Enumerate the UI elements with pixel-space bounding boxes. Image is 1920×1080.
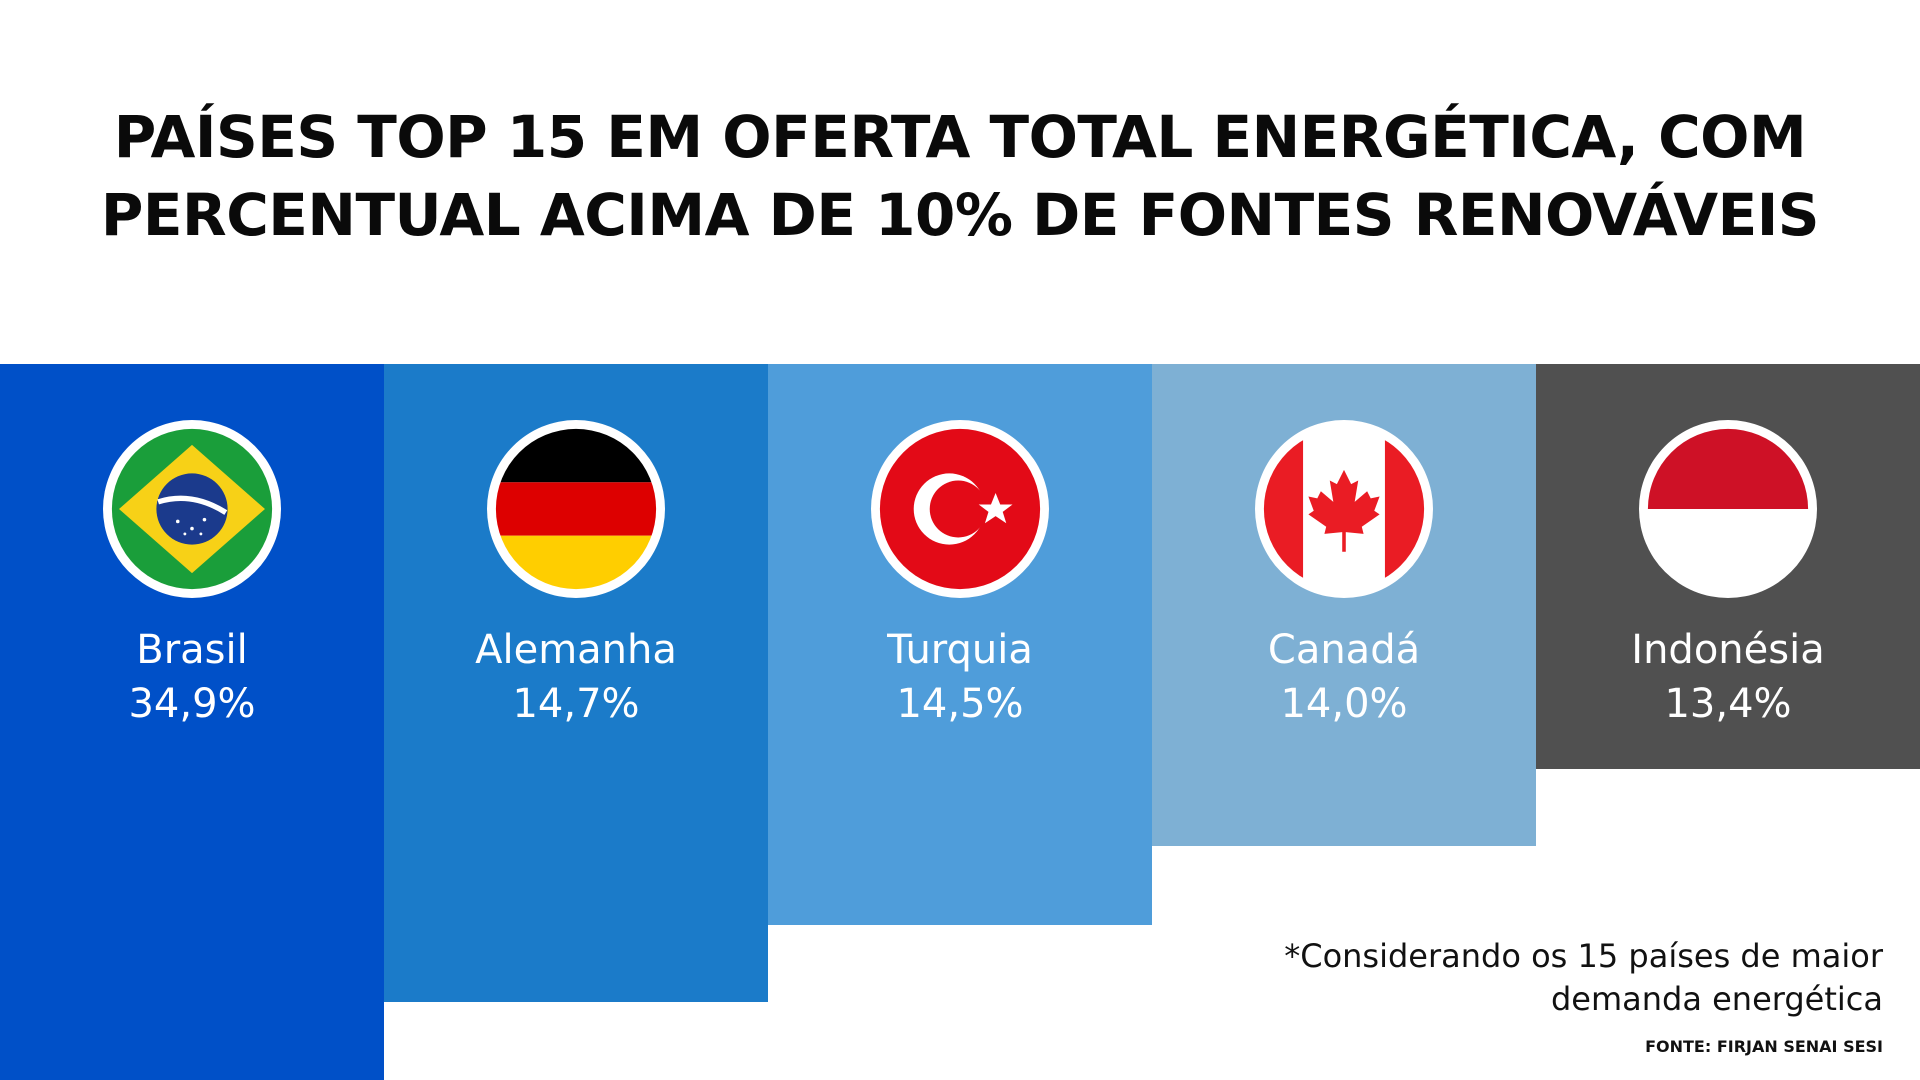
footnote: *Considerando os 15 países de maior dema… bbox=[1284, 935, 1883, 1021]
bar-canadá: Canadá 14,0% bbox=[1152, 364, 1536, 846]
data-label: 34,9% bbox=[128, 681, 256, 727]
country-name: Alemanha bbox=[475, 627, 677, 673]
footnote-line-1: *Considerando os 15 países de maior bbox=[1284, 937, 1883, 975]
country-name: Indonésia bbox=[1631, 627, 1825, 673]
canada-flag-icon bbox=[1255, 420, 1433, 598]
data-label: 14,7% bbox=[512, 681, 640, 727]
chart-title: PAÍSES TOP 15 EM OFERTA TOTAL ENERGÉTICA… bbox=[0, 98, 1920, 254]
country-name: Canadá bbox=[1267, 627, 1421, 673]
title-line-1: PAÍSES TOP 15 EM OFERTA TOTAL ENERGÉTICA… bbox=[113, 103, 1807, 171]
bar-alemanha: Alemanha 14,7% bbox=[384, 364, 768, 1002]
country-name: Brasil bbox=[136, 627, 248, 673]
title-line-2: PERCENTUAL ACIMA DE 10% DE FONTES RENOVÁ… bbox=[100, 181, 1820, 249]
country-name: Turquia bbox=[887, 627, 1033, 673]
footnote-line-2: demanda energética bbox=[1550, 980, 1883, 1018]
data-label: 13,4% bbox=[1664, 681, 1792, 727]
germany-flag-icon bbox=[487, 420, 665, 598]
indonesia-flag-icon bbox=[1639, 420, 1817, 598]
bar-brasil: Brasil 34,9% bbox=[0, 364, 384, 1080]
data-label: 14,5% bbox=[896, 681, 1024, 727]
brazil-flag-icon bbox=[103, 420, 281, 598]
bar-indonésia: Indonésia 13,4% bbox=[1536, 364, 1920, 769]
bar-turquia: Turquia 14,5% bbox=[768, 364, 1152, 925]
data-label: 14,0% bbox=[1280, 681, 1408, 727]
turkey-flag-icon bbox=[871, 420, 1049, 598]
source-label: FONTE: FIRJAN SENAI SESI bbox=[1645, 1037, 1883, 1056]
